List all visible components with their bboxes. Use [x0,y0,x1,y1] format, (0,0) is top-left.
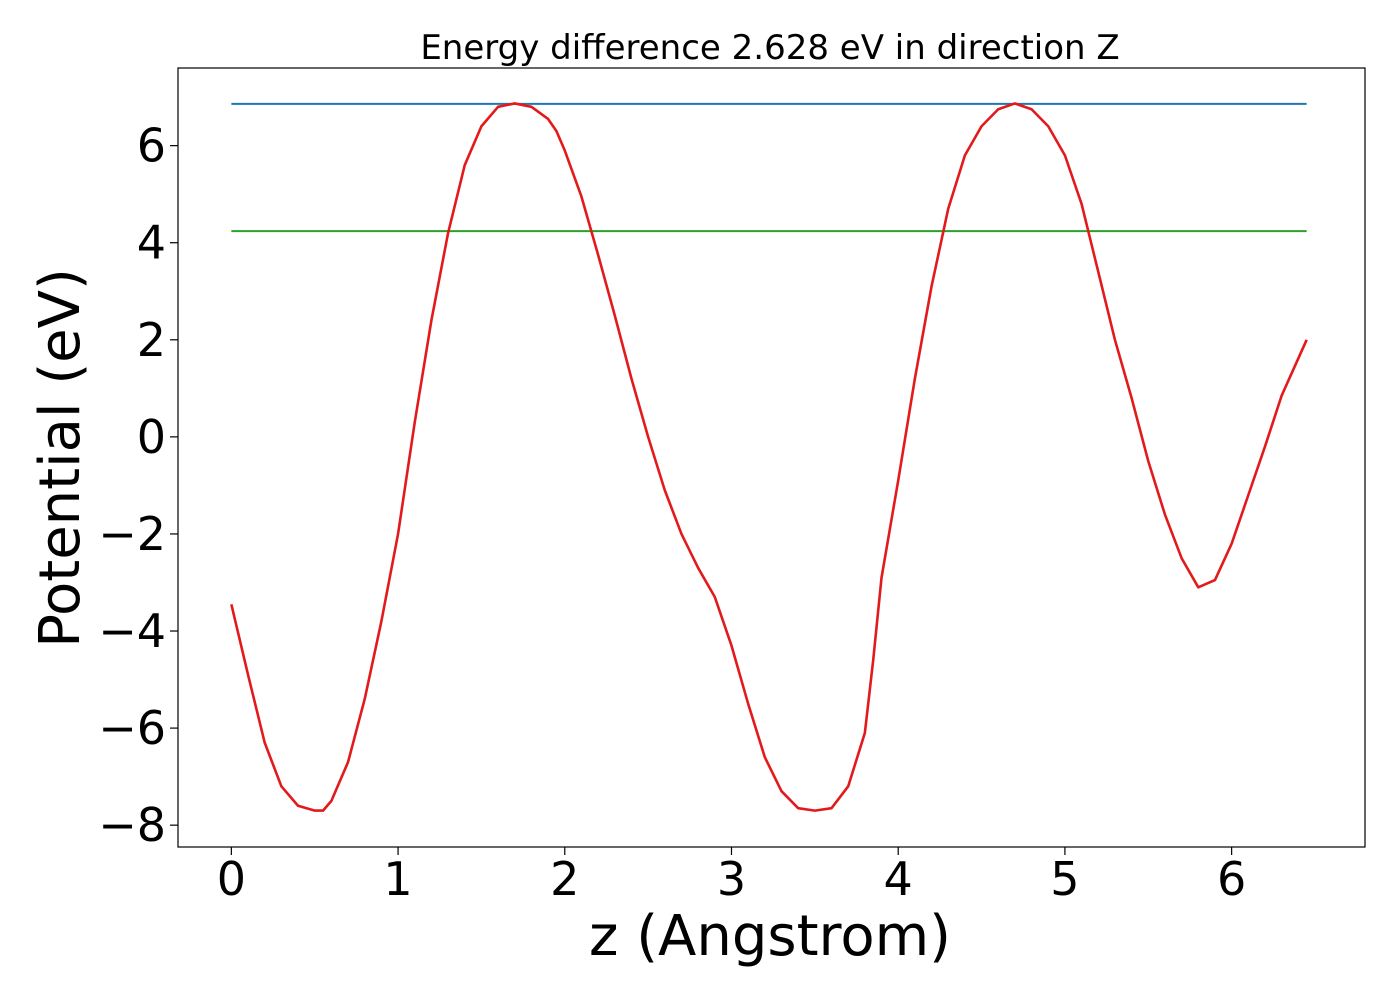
x-tick-label: 3 [717,852,746,906]
x-tick-label: 6 [1217,852,1246,906]
potential-series-line [230,102,1308,812]
y-tick-label: −8 [98,798,166,852]
x-tick-label: 4 [884,852,913,906]
x-tick-label: 5 [1050,852,1079,906]
y-tick-label: 4 [137,216,166,270]
chart-title: Energy difference 2.628 eV in direction … [420,28,1119,68]
y-tick-label: 0 [137,410,166,464]
y-tick-label: −4 [98,604,166,658]
plot-area [230,102,1308,812]
x-tick-label: 0 [217,852,246,906]
x-axis: 0 1 2 3 4 5 6 [217,847,1246,906]
y-axis: −8 −6 −4 −2 0 2 4 6 [98,119,178,852]
y-tick-label: 2 [137,313,166,367]
x-tick-label: 2 [550,852,579,906]
x-tick-label: 1 [383,852,412,906]
y-tick-label: 6 [137,119,166,173]
y-tick-label: −2 [98,507,166,561]
plot-frame [177,67,1366,848]
x-axis-label: z (Angstrom) [589,904,951,969]
y-axis-label: Potential (eV) [28,268,93,648]
y-tick-label: −6 [98,701,166,755]
